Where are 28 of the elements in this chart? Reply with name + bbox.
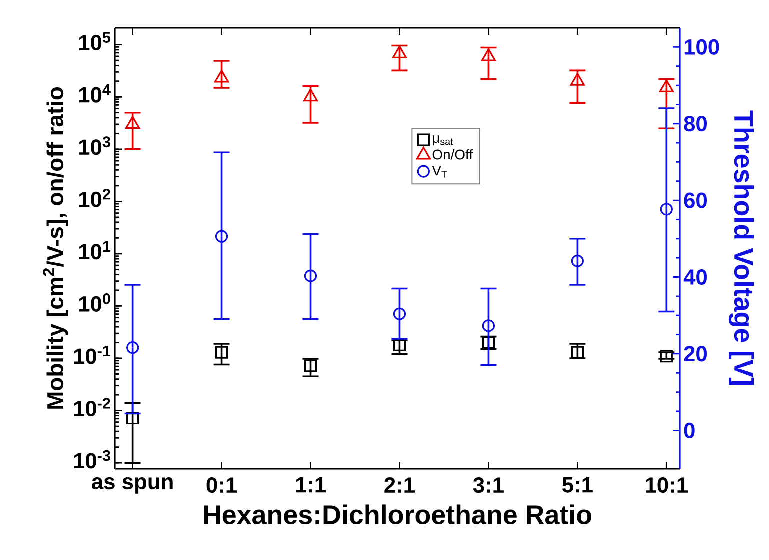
y2-tick-label: 20	[684, 346, 708, 362]
x-tick-label: 10:1	[646, 478, 688, 494]
y2-axis-title: Threshold Voltage [V]	[728, 110, 754, 385]
legend-label: On/Off	[432, 149, 474, 160]
y-tick-label: 10$^{-2}$	[74, 398, 110, 417]
legend-label: V$_{T}$	[432, 166, 448, 178]
y-tick-label: 10$^{-3}$	[74, 450, 110, 469]
y2-tick-label: 40	[684, 269, 708, 286]
y-tick-label: 10$^{3}$	[79, 136, 110, 156]
y-tick-label: 10$^{2}$	[79, 188, 110, 208]
y-tick-label: 10$^{1}$	[79, 241, 111, 260]
x-tick-label: 0:1	[206, 478, 237, 494]
y2-tick-label: 80	[684, 116, 708, 132]
y2-tick-label: 60	[684, 192, 708, 208]
y-tick-label: 10$^{0}$	[79, 294, 110, 312]
y2-tick-label: 100	[684, 39, 720, 55]
x-tick-label: as spun	[92, 478, 173, 494]
y-tick-label: 10$^{4}$	[79, 84, 111, 103]
y-tick-label: 10$^{-1}$	[74, 346, 111, 364]
y2-tick-label: 0	[684, 422, 695, 438]
x-tick-label: 2:1	[384, 478, 415, 493]
x-tick-label: 1:1	[296, 478, 326, 493]
y-tick-label: 10$^{5}$	[79, 32, 111, 51]
y-axis-title: Mobility [cm$^{2}$/V-s], on/off ratio	[43, 87, 68, 409]
x-tick-label: 5:1	[562, 478, 593, 493]
legend-label: μ$_{sat}$	[433, 136, 454, 146]
x-tick-label: 3:1	[473, 478, 504, 494]
x-axis-title: Hexanes:Dichloroethane Ratio	[204, 504, 592, 524]
